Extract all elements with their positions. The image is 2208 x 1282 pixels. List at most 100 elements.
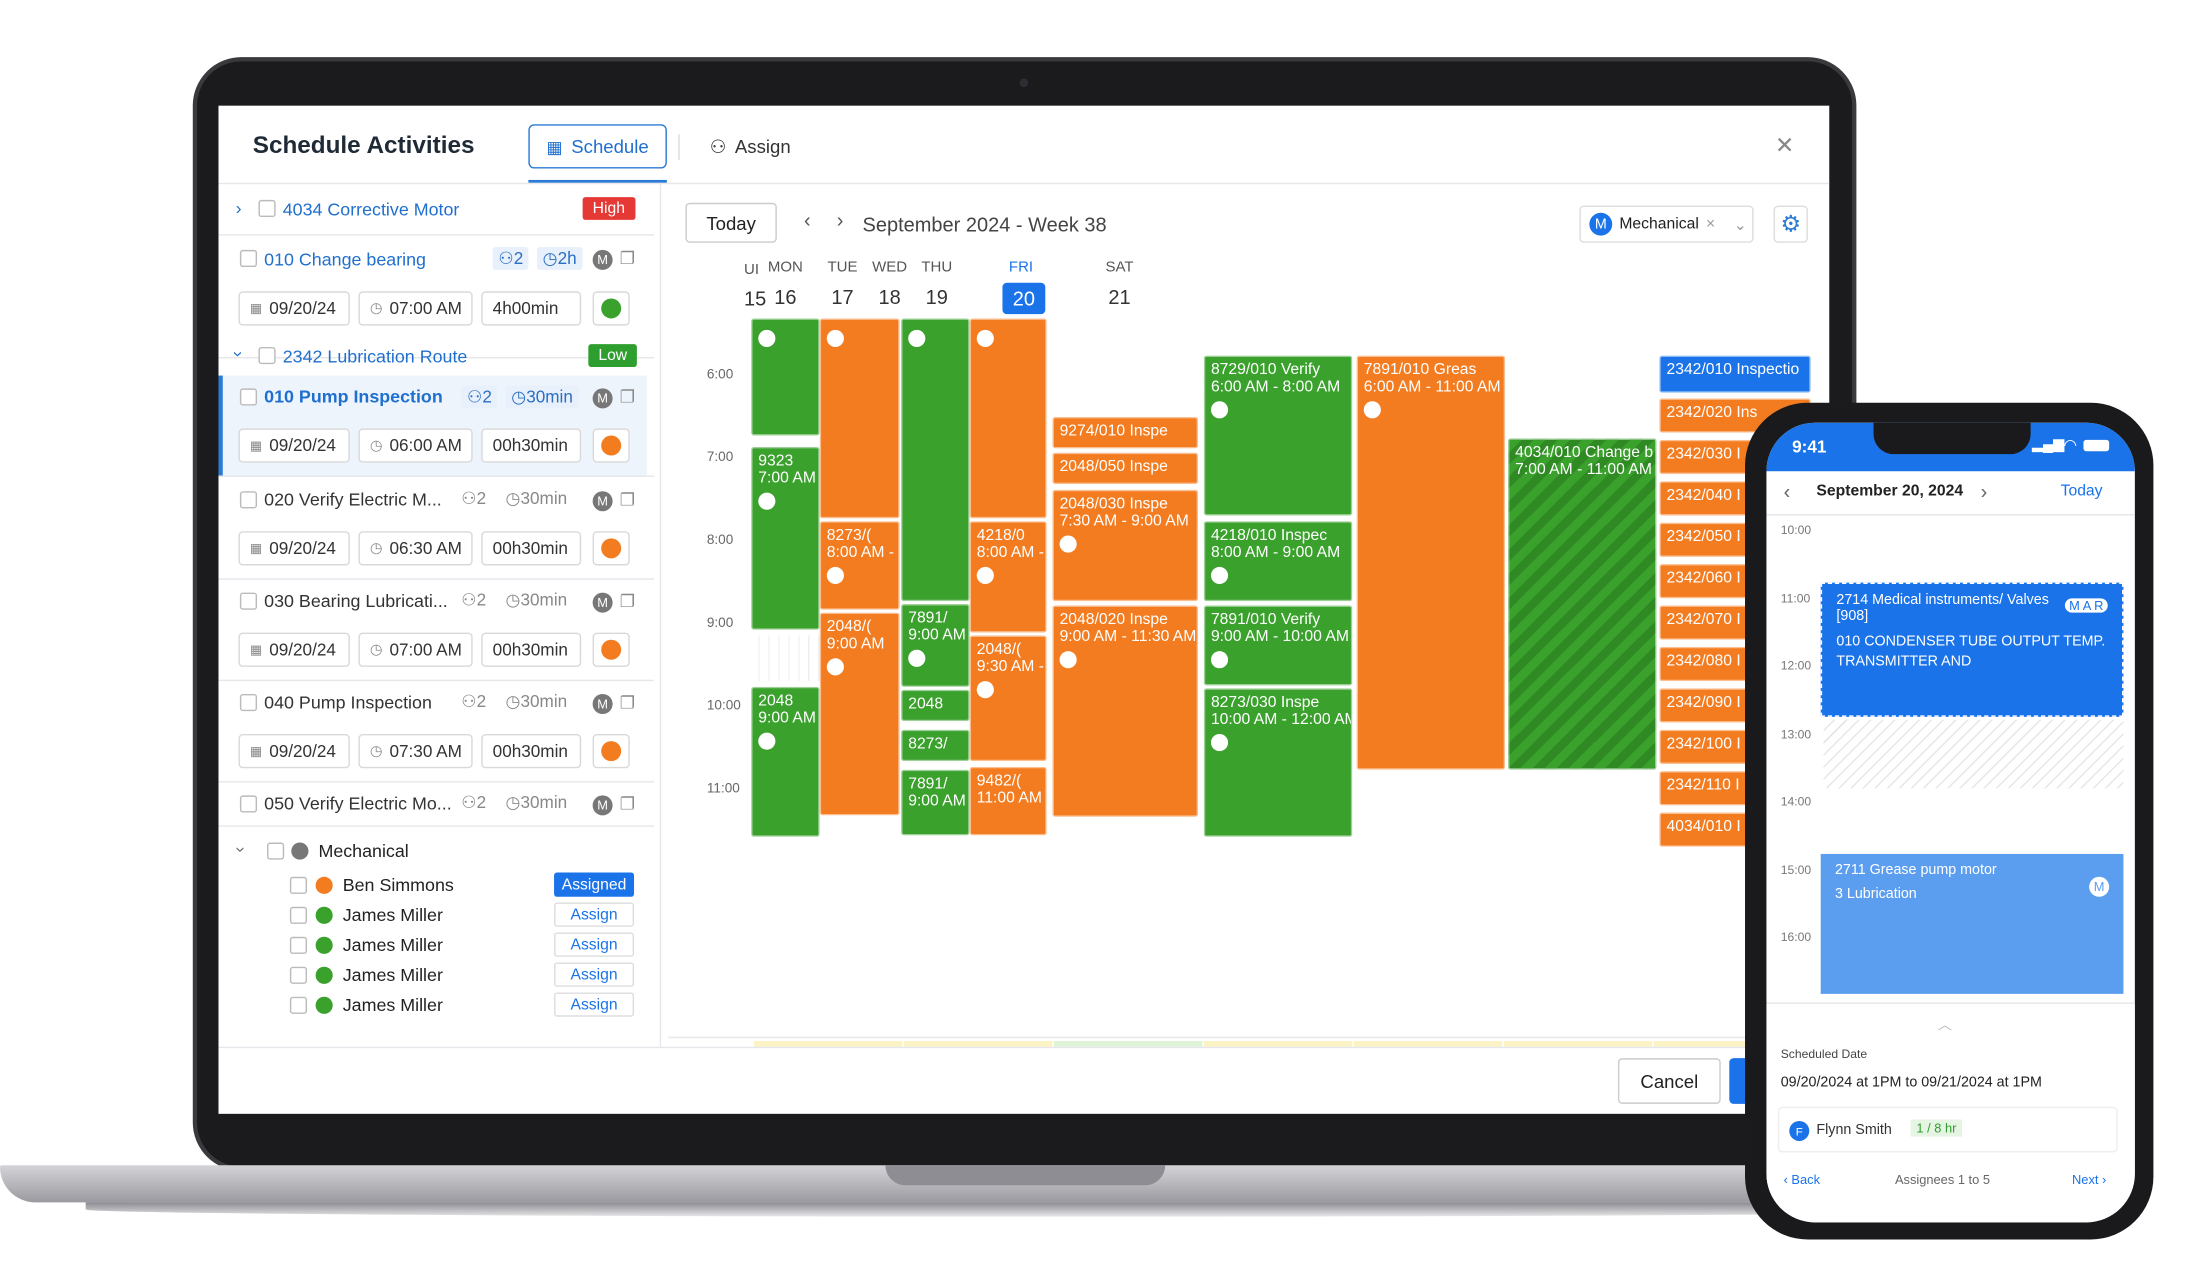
task-checkbox[interactable] [239,795,258,813]
copy-icon[interactable]: ❐ [619,248,636,269]
tab-assign[interactable]: ⚇ Assign [710,124,791,168]
event-2048-tue[interactable]: 2048/(9:00 AM [819,612,900,816]
event-7891-grease[interactable]: 7891/010 Greas 6:00 AM - 11:00 AM [1356,355,1506,770]
status-field[interactable] [592,632,630,667]
date-field[interactable]: ▦ 09/20/24 [238,733,350,769]
status-field[interactable] [592,531,630,566]
event-mon-early[interactable] [751,318,820,436]
tab-schedule[interactable]: ▦ Schedule [528,124,667,169]
event-8729[interactable]: 8729/010 Verify 6:00 AM - 8:00 AM [1203,355,1353,516]
time-field[interactable]: ◷ 07:00 AM [358,291,473,326]
group-row-2342[interactable]: › 2342 Lubrication Route Low [229,344,662,375]
time-field[interactable]: ◷ 06:30 AM [358,531,473,566]
group-checkbox[interactable] [258,347,276,365]
copy-icon[interactable]: ❐ [619,386,636,407]
status-field[interactable] [592,733,630,769]
chevron-down-icon[interactable]: › [228,351,249,358]
event-2048-050[interactable]: 2048/050 Inspe [1052,452,1199,485]
task-row[interactable]: 010 Pump Inspection ⚇2 ◷30min M ❐ ▦ 09/20/24 ◷ 0… [218,375,647,476]
team-member-row[interactable]: James Miller Assign [218,931,646,960]
time-field[interactable]: ◷ 06:00 AM [358,428,473,463]
event-2048-020[interactable]: 2048/020 Inspe 9:00 AM - 11:30 AM [1052,605,1199,817]
group-checkbox[interactable] [258,199,276,218]
team-member-row[interactable]: Ben Simmons Assigned [218,871,646,900]
member-checkbox[interactable] [289,996,308,1014]
copy-icon[interactable]: ❐ [619,489,636,510]
assign-button[interactable]: Assign [554,962,635,987]
event-2048-030[interactable]: 2048/030 Inspe 7:30 AM - 9:00 AM [1052,489,1199,602]
team-member-row[interactable]: James Miller Assign [218,961,646,990]
next-button[interactable]: Next › [2072,1172,2107,1187]
chevron-down-icon[interactable]: ⌄ [1733,216,1747,234]
assignee-card[interactable]: F Flynn Smith 1 / 8 hr [1777,1106,2118,1153]
event-7891-010[interactable]: 7891/010 Verify 9:00 AM - 10:00 AM [1203,605,1353,686]
phone-event-2714[interactable]: 2714 Medical instruments/ Valves [908] 0… [1820,582,2124,717]
date-field[interactable]: ▦ 09/20/24 [238,531,350,566]
event-4218-010[interactable]: 4218/010 Inspec 8:00 AM - 9:00 AM [1203,521,1353,602]
event-thu-early[interactable] [969,318,1047,519]
today-button[interactable]: Today [685,202,777,243]
task-checkbox[interactable] [239,491,258,509]
task-change-bearing[interactable]: 010 Change bearing ⚇2 ◷2h M ❐ ▦ 09/20/24 … [236,246,662,346]
event-wed-early[interactable] [901,318,970,602]
splitter[interactable] [659,182,662,1047]
task-checkbox[interactable] [239,694,258,712]
back-button[interactable]: ‹ Back [1783,1172,1821,1187]
team-checkbox[interactable] [267,842,285,860]
chevron-right-icon[interactable]: › [1980,479,1988,503]
chevron-down-icon[interactable]: › [231,846,252,853]
assign-button[interactable]: Assign [554,992,635,1017]
date-field[interactable]: ▦ 09/20/24 [238,291,350,326]
event-4218-thu[interactable]: 4218/0 8:00 AM - [969,521,1047,633]
chevron-up-icon[interactable]: ︿ [1937,1018,1953,1034]
task-checkbox[interactable] [239,592,258,610]
task-row[interactable]: 040 Pump Inspection ⚇2 ◷30min M ❐ ▦ 09/20/24 ◷ 0… [218,681,646,781]
event-4034-change[interactable]: 4034/010 Change b 7:00 AM - 11:00 AM [1507,438,1657,770]
event-7891-wed[interactable]: 7891/9:00 AM [901,604,970,687]
length-field[interactable]: 00h30min [481,428,582,463]
event-9323[interactable]: 9323 7:00 AM [751,446,820,630]
event-7891b-wed[interactable]: 7891/9:00 AM [901,769,970,836]
assign-button[interactable]: Assign [554,902,635,927]
event-2342-010[interactable]: 2342/010 Inspectio [1659,355,1811,393]
task-row[interactable]: 050 Verify Electric Mo... ⚇2 ◷30min M ❐ [218,783,646,883]
task-row[interactable]: 020 Verify Electric M... ⚇2 ◷30min M ❐ ▦ 09/20… [218,478,646,578]
time-field[interactable]: ◷ 07:00 AM [358,632,473,667]
chevron-right-icon[interactable]: › [235,198,242,219]
event-2048-thu[interactable]: 2048/(9:30 AM - [969,635,1047,762]
event-9274[interactable]: 9274/010 Inspe [1052,416,1199,449]
copy-icon[interactable]: ❐ [619,793,636,814]
chevron-left-icon[interactable]: ‹ [1783,479,1791,503]
status-field[interactable] [592,291,630,326]
event-2048-mon[interactable]: 2048 9:00 AM [751,686,820,837]
length-field[interactable]: 00h30min [481,733,582,769]
phone-today-button[interactable]: Today [2060,482,2103,500]
day-number[interactable]: 16 [774,285,797,309]
member-checkbox[interactable] [289,906,308,924]
chevron-right-icon[interactable]: › [836,208,844,232]
assigned-badge[interactable]: Assigned [554,872,635,897]
time-field[interactable]: ◷ 07:30 AM [358,733,473,769]
assign-button[interactable]: Assign [554,932,635,957]
day-number[interactable]: 20 [1002,282,1046,315]
team-filter-select[interactable]: M Mechanical × ⌄ [1579,205,1754,243]
copy-icon[interactable]: ❐ [619,591,636,612]
length-field[interactable]: 00h30min [481,632,582,667]
member-checkbox[interactable] [289,876,308,894]
event-2048-wed[interactable]: 2048 [901,689,970,722]
event-8273-tue[interactable]: 8273/(8:00 AM - [819,521,900,610]
member-checkbox[interactable] [289,936,308,954]
event-8273-030[interactable]: 8273/030 Inspe 10:00 AM - 12:00 AM [1203,688,1353,837]
length-field[interactable]: 4h00min [481,291,582,326]
chevron-left-icon[interactable]: ‹ [803,208,811,232]
day-number[interactable]: 21 [1108,285,1131,309]
task-row[interactable]: 030 Bearing Lubricati... ⚇2 ◷30min M ❐ ▦ 09/20… [218,580,646,680]
date-field[interactable]: ▦ 09/20/24 [238,632,350,667]
day-number[interactable]: 17 [831,285,854,309]
event-8273-wed[interactable]: 8273/ [901,729,970,762]
status-field[interactable] [592,428,630,463]
team-member-row[interactable]: James Miller Assign [218,991,646,1020]
settings-icon[interactable]: ⚙ [1773,205,1808,243]
day-number[interactable]: 19 [925,285,948,309]
cancel-button[interactable]: Cancel [1617,1058,1721,1104]
